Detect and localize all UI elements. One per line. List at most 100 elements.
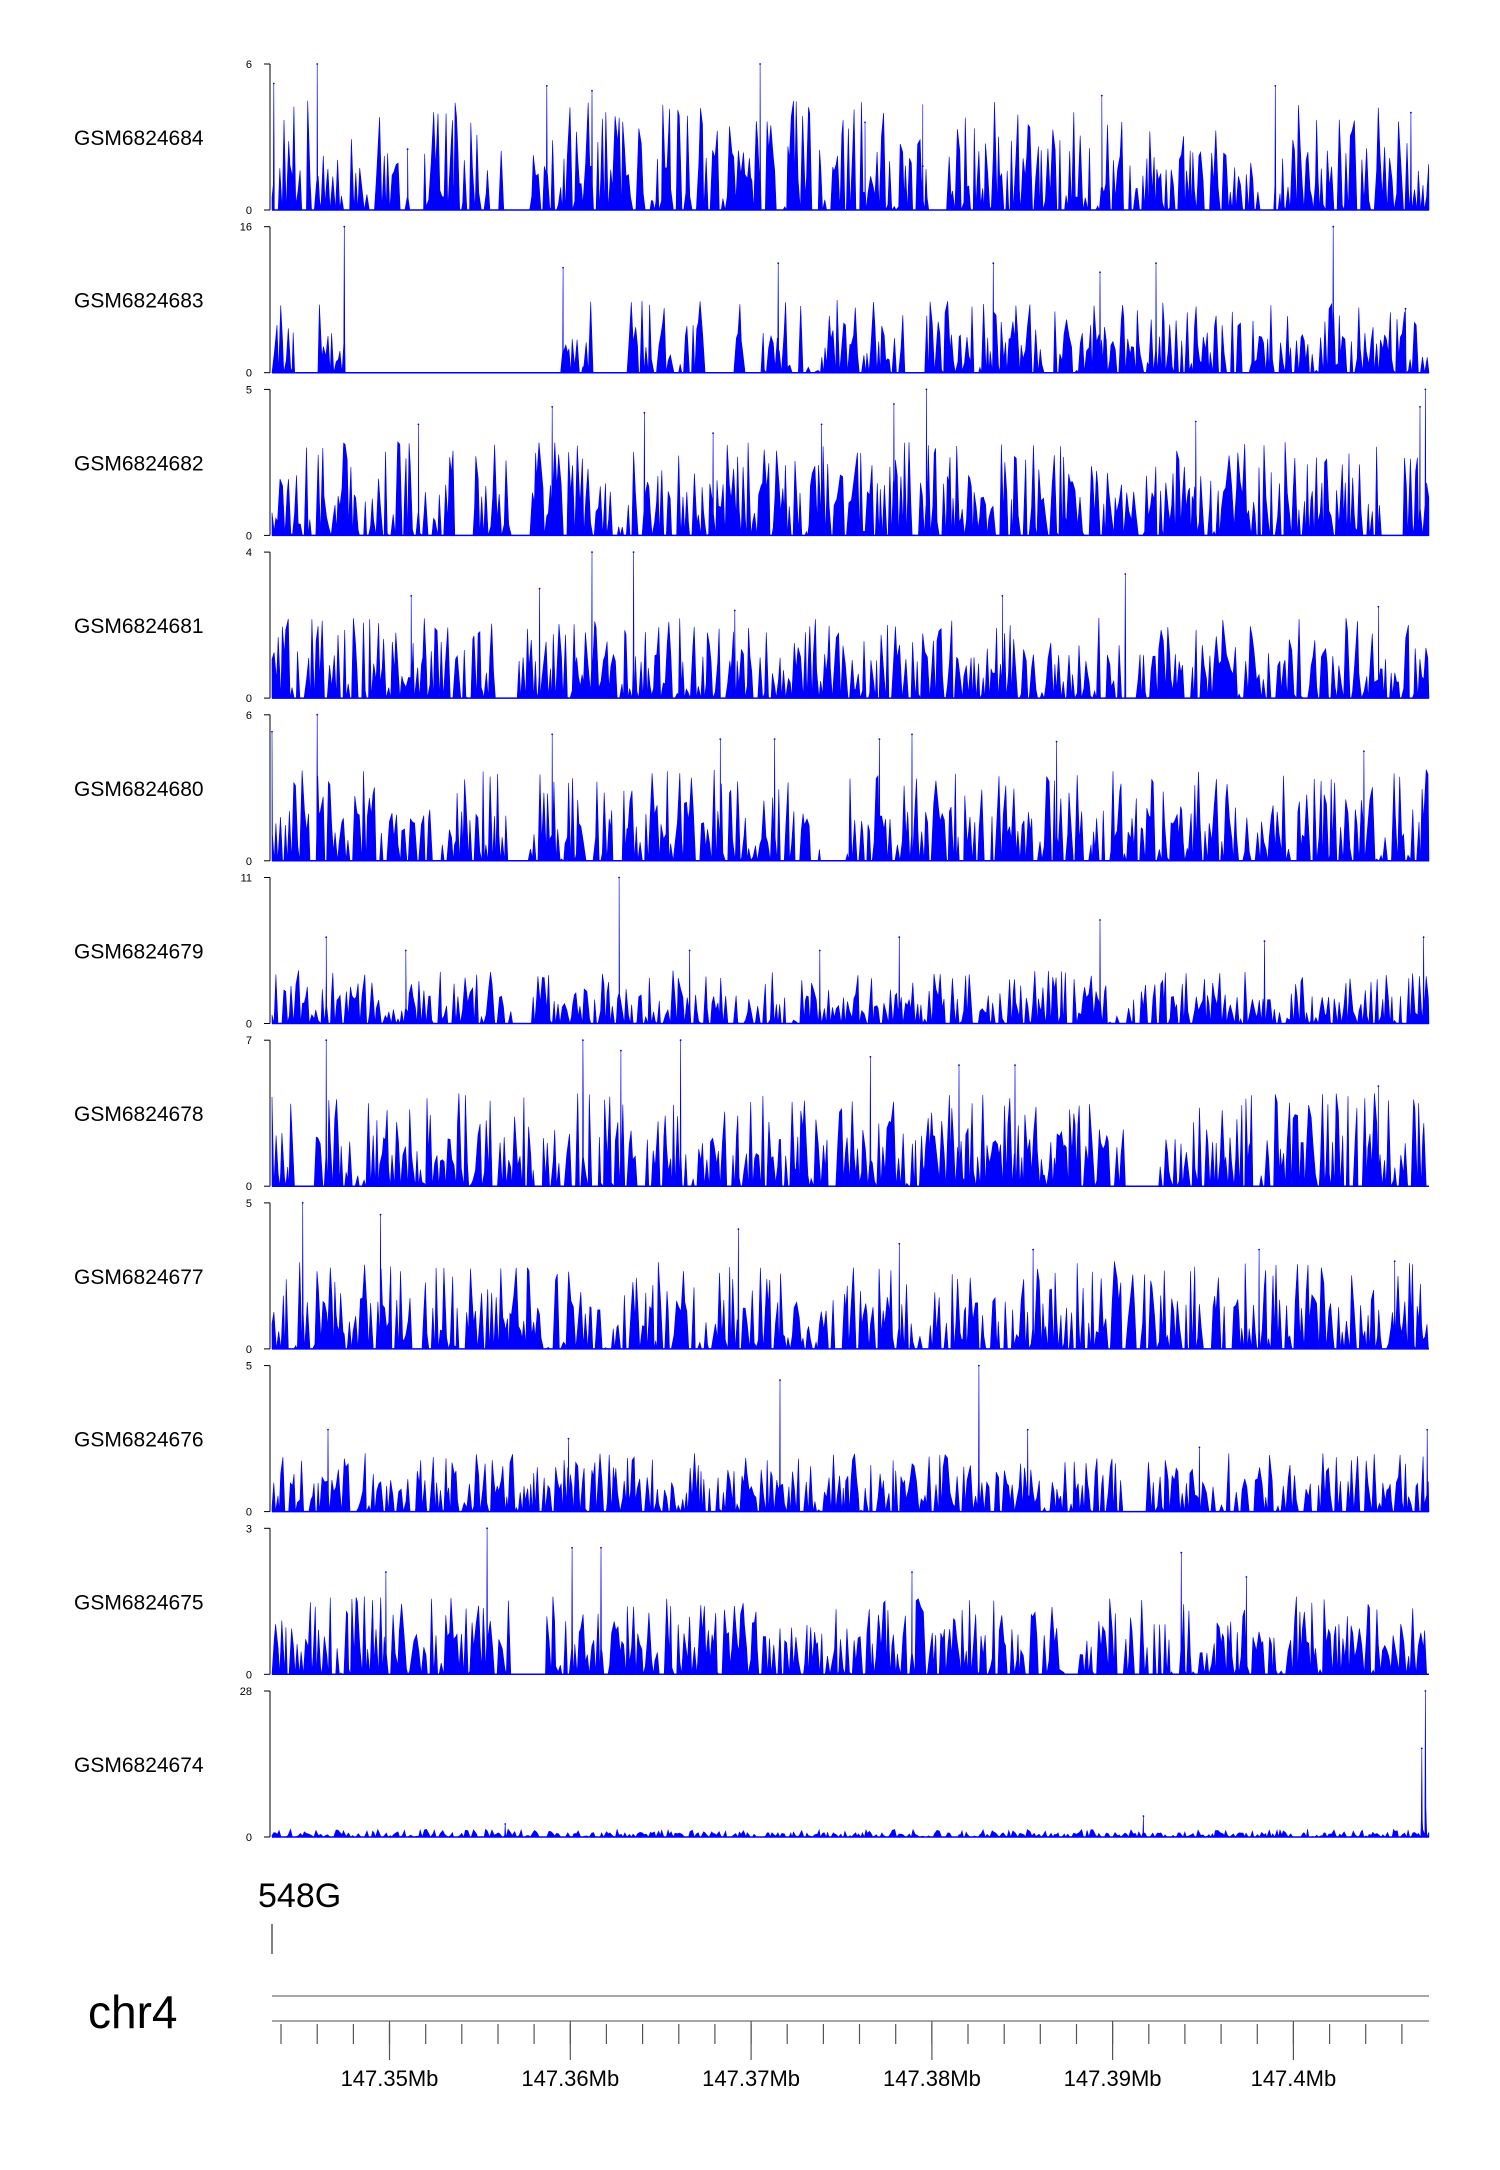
track-GSM6824677: GSM6824677 5 0 [74, 1198, 1429, 1356]
y-tick-label-min: 0 [246, 693, 252, 705]
peak-point [777, 262, 780, 265]
peak-point [1198, 1446, 1201, 1449]
genome-ticks: 147.35Mb 147.36Mb 147.37Mb 147.38Mb 147.39Mb… [280, 2021, 1403, 2091]
genome-axis: chr4 147.35Mb 147.36Mb 147.37Mb 147.38Mb 147… [88, 1986, 1429, 2091]
peak-point [992, 262, 995, 265]
y-tick-label-min: 0 [246, 1507, 252, 1519]
peak-point [1124, 573, 1127, 575]
track-label: GSM6824674 [74, 1754, 204, 1777]
peak-point [869, 1056, 872, 1058]
peak-point [779, 1379, 781, 1382]
y-tick-label-min: 0 [246, 1019, 252, 1031]
peak-point [600, 1546, 602, 1549]
track-label: GSM6824676 [74, 1429, 204, 1452]
track-GSM6824681: GSM6824681 4 0 [74, 547, 1430, 705]
genome-tick-label: 147.38Mb [883, 2066, 981, 2091]
peak-point [1420, 1747, 1423, 1750]
peak-point [325, 936, 328, 939]
peak-point [1377, 605, 1380, 608]
track-GSM6824682: GSM6824682 5 0 [74, 384, 1430, 542]
peak-point [1410, 111, 1412, 114]
genome-tick-label: 147.37Mb [702, 2066, 800, 2091]
track-label: GSM6824681 [74, 615, 204, 638]
peak-point [893, 403, 895, 405]
peak-point [818, 949, 821, 952]
peak-point [591, 551, 593, 553]
peak-point [632, 551, 635, 553]
track-GSM6824674: GSM6824674 28 0 [74, 1686, 1430, 1844]
track-label: GSM6824682 [74, 452, 204, 475]
peak-point [958, 1064, 960, 1067]
track-label: GSM6824680 [74, 778, 204, 801]
y-tick-label-min: 0 [246, 530, 252, 542]
genome-tick-label: 147.36Mb [521, 2066, 619, 2091]
y-tick-label-min: 0 [246, 205, 252, 217]
track-GSM6824684: GSM6824684 6 0 [74, 59, 1430, 217]
genome-tick-label: 147.35Mb [341, 2066, 439, 2091]
peak-point [1274, 85, 1277, 87]
track-label: GSM6824677 [74, 1266, 204, 1289]
peak-point [759, 63, 761, 65]
y-tick-label-max: 28 [240, 1686, 252, 1698]
peak-point [925, 388, 928, 391]
peak-point [864, 121, 866, 124]
peak-point [719, 738, 722, 740]
track-GSM6824680: GSM6824680 6 0 [74, 710, 1430, 868]
peak-point [820, 423, 823, 426]
peak-point [271, 730, 273, 733]
peak-point [301, 1202, 304, 1204]
y-tick-label-max: 3 [246, 1523, 252, 1535]
signal-area [271, 552, 1430, 700]
peak-point [551, 733, 554, 736]
y-tick-label-max: 5 [246, 384, 252, 396]
signal-area [271, 1365, 1430, 1513]
peak-point [1377, 1085, 1380, 1087]
peak-point [343, 225, 346, 228]
peak-point [551, 406, 554, 408]
y-tick-label-min: 0 [246, 856, 252, 868]
peak-point [712, 432, 714, 435]
y-tick-label-max: 6 [246, 710, 252, 722]
peak-point [562, 266, 564, 269]
peak-point [773, 738, 776, 740]
peak-point [1032, 1248, 1034, 1251]
y-tick-label-max: 6 [246, 59, 252, 71]
y-tick-label-min: 0 [246, 368, 252, 380]
track-label: GSM6824678 [74, 1103, 204, 1126]
gene-label: 548G [258, 1877, 341, 1915]
peak-point [911, 1571, 913, 1573]
y-tick-label-max: 4 [246, 547, 252, 559]
peak-point [688, 949, 691, 952]
peak-point [571, 1546, 573, 1549]
peak-point [733, 609, 736, 612]
gene-annotation-track: 548G [258, 1877, 341, 1954]
peak-point [679, 1039, 682, 1042]
track-GSM6824683: GSM6824683 16 0 [74, 222, 1430, 380]
signal-area [271, 1528, 1429, 1676]
y-tick-label-max: 5 [246, 1198, 252, 1210]
chromosome-label: chr4 [88, 1986, 177, 2038]
peak-point [385, 1571, 387, 1573]
track-GSM6824678: GSM6824678 7 0 [74, 1035, 1429, 1193]
peak-point [504, 1823, 507, 1825]
peak-point [643, 411, 646, 414]
y-tick-label-min: 0 [246, 1669, 252, 1681]
peak-point [567, 1437, 570, 1440]
peak-point [1099, 271, 1101, 274]
peak-point [1245, 1576, 1248, 1578]
peak-point [486, 1527, 488, 1530]
signal-area [271, 63, 1430, 211]
signal-area [271, 877, 1430, 1025]
peak-point [1263, 940, 1266, 943]
peak-point [620, 1049, 622, 1052]
peak-point [417, 423, 420, 426]
track-label: GSM6824679 [74, 941, 204, 964]
peak-point [1332, 225, 1335, 228]
peak-point [410, 595, 413, 597]
peak-point [1026, 1428, 1029, 1431]
peak-point [618, 876, 620, 879]
peak-point [898, 1242, 901, 1245]
y-tick-label-max: 11 [241, 873, 252, 885]
track-GSM6824676: GSM6824676 5 0 [74, 1361, 1430, 1519]
